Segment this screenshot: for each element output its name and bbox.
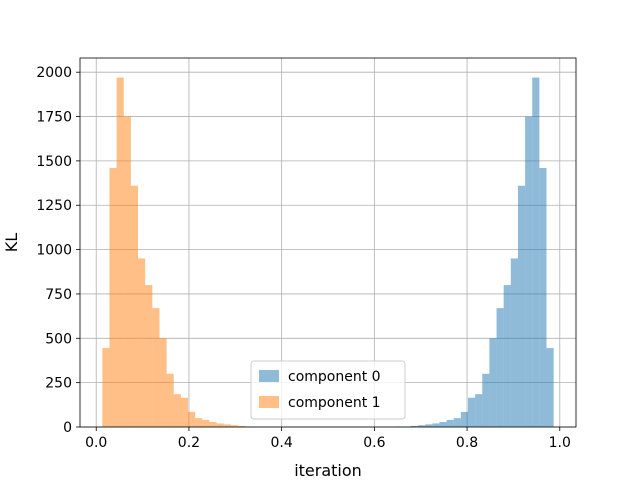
histogram-bar-component-1: [145, 285, 153, 427]
histogram-bar-component-1: [230, 425, 238, 427]
histogram-bar-component-0: [410, 425, 419, 427]
histogram-bar-component-1: [202, 419, 210, 427]
histogram-bar-component-1: [130, 185, 139, 427]
y-tick-label: 1500: [36, 154, 72, 170]
legend-swatch: [259, 370, 279, 382]
histogram-bar-component-0: [503, 285, 511, 427]
y-tick-label: 1000: [36, 243, 72, 259]
y-tick-label: 1750: [36, 110, 72, 126]
histogram-bar-component-0: [475, 394, 483, 427]
x-tick-label: 1.0: [549, 435, 571, 451]
histogram-bar-component-0: [432, 423, 440, 427]
histogram-bar-component-0: [453, 418, 461, 427]
x-tick-label: 0.2: [178, 435, 200, 451]
histogram-bar-component-1: [159, 338, 167, 427]
histogram-bar-component-1: [237, 425, 246, 427]
histogram-bar-component-1: [209, 422, 217, 427]
histogram-bar-component-0: [418, 425, 426, 427]
histogram-bar-component-0: [532, 77, 540, 428]
histogram-bar-component-1: [188, 411, 196, 427]
histogram-bar-component-0: [510, 258, 518, 427]
histogram-bar-component-1: [223, 424, 231, 427]
histogram-bar-component-0: [446, 419, 454, 427]
legend: component 0 component 1: [250, 360, 406, 420]
x-tick-label: 0.0: [85, 435, 107, 451]
y-axis-label: KL: [2, 233, 21, 252]
histogram-bar-component-0: [460, 411, 468, 427]
y-axis-ticks: 0 250 500 750 1000 1250 1500 1750 2000: [36, 65, 80, 436]
histogram-bar-component-0: [425, 424, 433, 427]
y-tick-label: 2000: [36, 65, 72, 81]
histogram-bar-component-1: [195, 418, 203, 427]
legend-label: component 0: [288, 369, 381, 385]
x-tick-label: 0.6: [363, 435, 385, 451]
y-tick-label: 250: [45, 376, 72, 392]
histogram-bar-component-0: [482, 373, 490, 427]
histogram-bar-component-0: [539, 167, 547, 427]
grid: [80, 58, 576, 428]
histogram-bar-component-0: [517, 185, 526, 427]
y-tick-label: 1250: [36, 198, 72, 214]
plot-frame: [79, 57, 577, 428]
histogram-bar-component-0: [496, 308, 504, 427]
x-axis-label: iteration: [294, 461, 362, 480]
legend-swatch: [259, 396, 279, 408]
histogram-bar-component-1: [116, 77, 124, 428]
legend-box: [250, 360, 406, 420]
y-tick-label: 750: [45, 287, 72, 303]
histogram-bar-component-1: [216, 423, 224, 427]
histogram-bar-component-1: [173, 394, 181, 427]
legend-label: component 1: [288, 395, 381, 411]
y-tick-label: 0: [63, 420, 72, 436]
x-tick-label: 0.4: [271, 435, 293, 451]
histogram-bar-component-0: [439, 422, 447, 427]
y-tick-label: 500: [45, 331, 72, 347]
histogram-bar-component-0: [525, 116, 533, 427]
histogram-bar-component-1: [109, 167, 117, 427]
histogram-bar-component-1: [138, 258, 146, 427]
histogram-bar-component-1: [152, 308, 160, 427]
histogram-bar-component-1: [102, 348, 110, 427]
histogram-bar-component-1: [166, 373, 174, 427]
histogram-bar-component-0: [489, 338, 497, 427]
histogram-bar-component-1: [180, 397, 189, 427]
histogram-bar-component-0: [546, 348, 554, 427]
bars: [102, 77, 554, 428]
x-tick-label: 0.8: [456, 435, 478, 451]
histogram-bar-component-0: [467, 397, 476, 427]
x-axis-ticks: 0.0 0.2 0.4 0.6 0.8 1.0: [85, 427, 571, 451]
histogram-bar-component-1: [123, 116, 131, 427]
